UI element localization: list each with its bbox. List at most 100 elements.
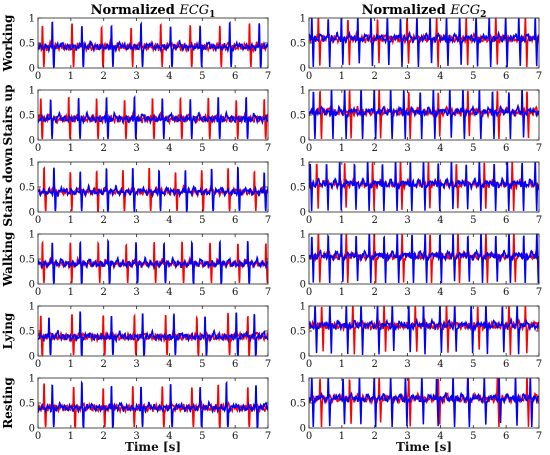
x-tick-label: 4 — [166, 359, 172, 370]
x-tick-label: 6 — [232, 359, 238, 370]
x-tick-label: 4 — [437, 215, 443, 226]
x-tick-label: 0 — [35, 143, 41, 154]
x-tick-label: 4 — [166, 287, 172, 298]
x-tick-label: 6 — [503, 143, 509, 154]
x-tick-label: 5 — [199, 143, 205, 154]
x-tick-label: 1 — [339, 287, 345, 298]
x-tick-label: 1 — [339, 431, 345, 442]
series-blue-line — [309, 90, 539, 140]
y-tick-label: 1 — [300, 230, 306, 241]
x-tick-label: 5 — [199, 215, 205, 226]
x-tick-label: 5 — [199, 71, 205, 82]
x-tick-label: 7 — [536, 287, 542, 298]
x-tick-label: 2 — [372, 71, 378, 82]
x-tick-label: 2 — [101, 71, 107, 82]
series-blue-line — [38, 380, 268, 428]
y-tick-label: 0.5 — [19, 111, 35, 122]
column-title-subscript: 1 — [209, 10, 215, 20]
x-tick-label: 4 — [166, 431, 172, 442]
row-label-resting: Resting — [1, 377, 15, 429]
y-tick-label: 1 — [29, 374, 35, 385]
series-blue-line — [38, 311, 268, 356]
column-title-text: Normalized — [91, 3, 180, 18]
y-tick-label: 0.5 — [290, 111, 306, 122]
x-tick-label: 7 — [265, 215, 271, 226]
y-tick-label: 0 — [29, 424, 35, 435]
y-tick-label: 1 — [29, 86, 35, 97]
x-tick-label: 3 — [133, 431, 139, 442]
x-tick-label: 7 — [265, 71, 271, 82]
x-tick-label: 1 — [68, 431, 74, 442]
x-tick-label: 7 — [536, 431, 542, 442]
x-tick-label: 3 — [133, 287, 139, 298]
series-blue-line — [38, 94, 268, 140]
x-tick-label: 0 — [306, 287, 312, 298]
x-tick-label: 6 — [232, 215, 238, 226]
y-tick-label: 0 — [300, 136, 306, 147]
series-group — [38, 311, 268, 356]
x-tick-label: 6 — [232, 431, 238, 442]
x-tick-label: 3 — [404, 215, 410, 226]
x-tick-label: 2 — [372, 143, 378, 154]
column-title-subscript: 2 — [480, 10, 486, 20]
x-tick-label: 0 — [35, 71, 41, 82]
y-tick-label: 0.5 — [19, 255, 35, 266]
series-blue-line — [309, 306, 539, 356]
x-tick-label: 2 — [101, 143, 107, 154]
panel-walking-ecg1: 0 0.5 1 0 1 2 3 4 5 6 7 — [19, 230, 271, 299]
x-tick-label: 1 — [68, 215, 74, 226]
x-tick-label: 7 — [536, 143, 542, 154]
x-tick-label: 6 — [232, 71, 238, 82]
y-tick-label: 0.5 — [19, 183, 35, 194]
x-tick-label: 1 — [339, 143, 345, 154]
y-tick-label: 0.5 — [19, 327, 35, 338]
x-tick-label: 2 — [101, 215, 107, 226]
column-title-symbol: ECG — [449, 3, 480, 18]
series-blue-line — [38, 166, 268, 212]
panel-working-ecg1: 0 0.5 1 0 1 2 3 4 5 6 7 — [19, 14, 271, 83]
x-tick-label: 3 — [404, 431, 410, 442]
series-group — [309, 234, 539, 284]
series-group — [309, 18, 539, 68]
x-tick-label: 0 — [306, 71, 312, 82]
x-tick-label: 5 — [199, 359, 205, 370]
x-tick-label: 7 — [536, 71, 542, 82]
x-tick-label: 2 — [101, 359, 107, 370]
y-tick-label: 0 — [29, 280, 35, 291]
x-tick-label: 4 — [437, 359, 443, 370]
y-tick-label: 0 — [300, 352, 306, 363]
x-axis-label: Time [s] — [125, 440, 181, 454]
x-tick-label: 7 — [265, 143, 271, 154]
series-group — [38, 166, 268, 212]
x-tick-label: 1 — [68, 359, 74, 370]
x-tick-label: 2 — [101, 287, 107, 298]
y-tick-label: 1 — [29, 302, 35, 313]
x-tick-label: 2 — [101, 431, 107, 442]
y-tick-label: 0.5 — [290, 183, 306, 194]
y-tick-label: 0 — [300, 424, 306, 435]
x-tick-label: 0 — [35, 215, 41, 226]
x-tick-label: 6 — [503, 359, 509, 370]
x-tick-label: 6 — [503, 287, 509, 298]
panel-working-ecg2: 0 0.5 1 0 1 2 3 4 5 6 7 — [290, 14, 542, 83]
x-tick-label: 4 — [166, 71, 172, 82]
x-tick-label: 0 — [35, 431, 41, 442]
y-tick-label: 0.5 — [19, 399, 35, 410]
column-title-symbol: ECG — [178, 3, 209, 18]
x-tick-label: 7 — [536, 215, 542, 226]
x-tick-label: 6 — [503, 71, 509, 82]
x-tick-label: 1 — [68, 287, 74, 298]
x-tick-label: 1 — [68, 143, 74, 154]
x-tick-label: 0 — [306, 359, 312, 370]
x-tick-label: 5 — [470, 359, 476, 370]
x-tick-label: 3 — [133, 143, 139, 154]
series-group — [309, 162, 539, 212]
row-label-stairs-up: Stairs up — [1, 85, 15, 146]
panel-walking-ecg2: 0 0.5 1 0 1 2 3 4 5 6 7 — [290, 230, 542, 299]
x-tick-label: 4 — [437, 431, 443, 442]
x-tick-label: 5 — [199, 287, 205, 298]
y-tick-label: 0 — [29, 352, 35, 363]
x-tick-label: 0 — [306, 431, 312, 442]
x-tick-label: 5 — [199, 431, 205, 442]
